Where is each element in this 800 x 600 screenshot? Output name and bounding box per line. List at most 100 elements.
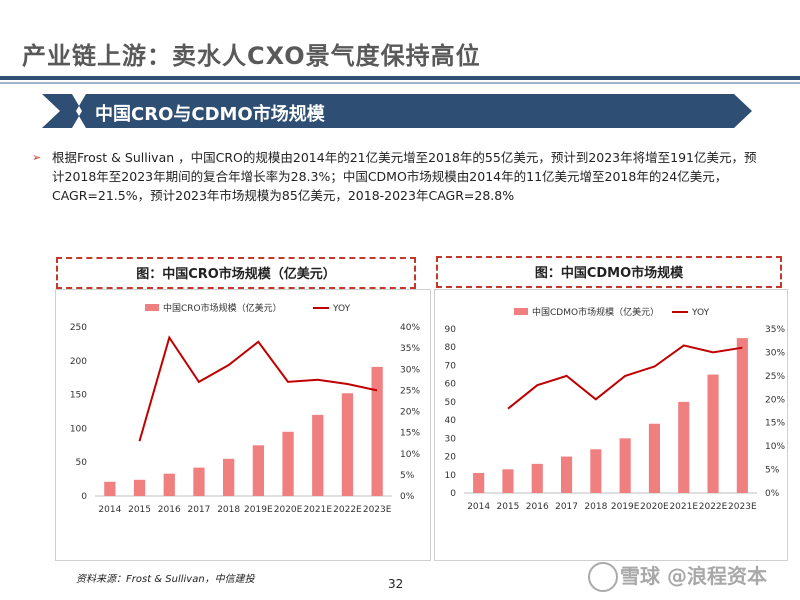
cdmo-legend-bar-swatch — [514, 308, 528, 315]
cro-x-tick-2022E: 2022E — [333, 505, 362, 515]
cdmo-x-tick-2018: 2018 — [584, 502, 607, 512]
cdmo-x-tick-2020E: 2020E — [640, 502, 669, 512]
cdmo-bar-2020E — [648, 423, 661, 493]
cro-x-tick-2020E: 2020E — [274, 505, 303, 515]
cro-legend-line-label: YOY — [332, 304, 351, 314]
cdmo-y-right-tick: 25% — [765, 372, 785, 382]
cdmo-y-right-tick: 0% — [765, 489, 780, 499]
cro-chart-panel — [55, 289, 431, 561]
cdmo-x-tick-2021E: 2021E — [669, 502, 698, 512]
watermark-logo-icon — [588, 562, 618, 592]
cdmo-bar-2018 — [590, 449, 602, 493]
cdmo-chart-title: 图：中国CDMO市场规模 — [534, 266, 684, 281]
cdmo-y-left-tick: 50 — [445, 398, 457, 408]
watermark-text: 雪球 @浪程资本 — [620, 564, 767, 588]
cdmo-y-right-tick: 30% — [765, 348, 785, 358]
cdmo-y-right-tick: 35% — [765, 325, 785, 335]
cdmo-x-tick-2014: 2014 — [467, 502, 490, 512]
cro-y-left-tick: 50 — [76, 458, 88, 468]
cdmo-y-right-tick: 10% — [765, 442, 785, 452]
cro-y-right-tick: 20% — [400, 408, 420, 418]
cdmo-y-left-tick: 60 — [445, 380, 457, 390]
cro-x-tick-2023E: 2023E — [363, 505, 392, 515]
cro-bar-2015 — [133, 479, 146, 496]
cdmo-bar-2022E — [707, 374, 719, 493]
cdmo-x-tick-2023E: 2023E — [728, 502, 757, 512]
cdmo-y-left-tick: 90 — [445, 325, 457, 335]
section-banner-title: 中国CRO与CDMO市场规模 — [95, 104, 325, 125]
cdmo-market-chart: 中国CDMO市场规模（亿美元） YOY 0 10 20 30 40 50 60 70 80 90 0% 5… — [445, 306, 786, 512]
cro-bar-2018 — [223, 458, 235, 496]
cro-caption-box — [56, 257, 416, 289]
cro-y-left-tick: 250 — [70, 323, 87, 333]
cro-bar-2020E — [282, 431, 294, 496]
cro-y-left-tick: 200 — [70, 357, 87, 367]
cdmo-bar-2021E — [678, 401, 690, 493]
cro-bar-2021E — [312, 414, 324, 496]
cdmo-y-left-tick: 80 — [445, 343, 457, 353]
cdmo-x-tick-2016: 2016 — [526, 502, 549, 512]
cdmo-bar-2016 — [531, 463, 543, 493]
cro-bar-2017 — [193, 467, 205, 496]
cro-y-left-tick: 150 — [70, 391, 87, 401]
page-number: 32 — [388, 577, 404, 591]
cdmo-bar-2023E — [736, 338, 748, 493]
cro-x-tick-2021E: 2021E — [303, 505, 332, 515]
cdmo-y-right-tick: 15% — [765, 419, 785, 429]
cdmo-x-tick-2019E: 2019E — [611, 502, 640, 512]
cro-market-chart: 中国CRO市场规模（亿美元） YOY 0 50 100 150 200 250 0% 5% 10% 1… — [70, 302, 421, 515]
cro-y-right-tick: 10% — [400, 450, 420, 460]
cdmo-y-left-tick: 20 — [445, 453, 457, 463]
cdmo-y-right-tick: 20% — [765, 395, 785, 405]
cro-y-right-tick: 5% — [400, 471, 415, 481]
section-banner — [42, 94, 752, 128]
cro-chart-title: 图：中国CRO市场规模（亿美元） — [136, 267, 336, 282]
cro-y-right-tick: 0% — [400, 492, 415, 502]
cro-x-tick-2017: 2017 — [187, 505, 210, 515]
page-title: 产业链上游：卖水人CXO景气度保持高位 — [22, 42, 481, 70]
cro-y-right-tick: 15% — [400, 429, 420, 439]
cro-y-right-tick: 35% — [400, 344, 420, 354]
cdmo-bar-2015 — [502, 469, 514, 493]
cdmo-y-left-tick: 30 — [445, 434, 457, 444]
cdmo-bar-2019E — [619, 438, 631, 493]
cdmo-x-tick-2017: 2017 — [555, 502, 578, 512]
cdmo-y-right-tick: 5% — [765, 466, 780, 476]
header-rule-thin — [0, 82, 800, 84]
bullet-arrow-icon: ➢ — [32, 151, 42, 164]
cdmo-legend-line-label: YOY — [691, 308, 710, 318]
header-rule — [0, 76, 800, 80]
cdmo-yoy-line — [507, 344, 743, 410]
cdmo-bar-2014 — [473, 472, 485, 493]
cdmo-y-left-tick: 0 — [450, 489, 456, 499]
cdmo-legend-bar-label: 中国CDMO市场规模（亿美元） — [532, 306, 659, 318]
cro-legend-bar-swatch — [145, 304, 159, 311]
cro-y-right-tick: 30% — [400, 365, 420, 375]
cdmo-y-left-tick: 40 — [445, 416, 457, 426]
cro-y-left-tick: 0 — [81, 492, 87, 502]
cro-x-tick-2014: 2014 — [98, 505, 121, 515]
source-note: 资料来源：Frost & Sullivan，中信建投 — [76, 574, 255, 585]
cro-x-tick-2015: 2015 — [128, 505, 151, 515]
cro-bar-2014 — [104, 481, 116, 496]
cro-y-right-tick: 40% — [400, 323, 420, 333]
cdmo-y-left-tick: 10 — [445, 471, 457, 481]
cdmo-y-left-tick: 70 — [445, 361, 457, 371]
cdmo-x-tick-2015: 2015 — [496, 502, 519, 512]
cro-bar-2016 — [163, 473, 175, 496]
cro-bar-2023E — [371, 366, 383, 496]
cro-x-tick-2018: 2018 — [217, 505, 240, 515]
cro-bar-2022E — [341, 393, 354, 496]
cdmo-bar-2017 — [560, 456, 573, 493]
cro-yoy-line — [138, 335, 378, 442]
cdmo-x-tick-2022E: 2022E — [699, 502, 728, 512]
cro-x-tick-2016: 2016 — [158, 505, 181, 515]
cro-x-tick-2019E: 2019E — [244, 505, 273, 515]
cro-bar-2019E — [252, 445, 264, 496]
summary-paragraph: 根据Frost & Sullivan ，中国CRO的规模由2014年的21亿美元… — [52, 150, 757, 203]
cdmo-chart-panel — [434, 289, 788, 561]
cdmo-caption-box — [436, 256, 782, 288]
cro-y-right-tick: 25% — [400, 386, 420, 396]
cro-y-left-tick: 100 — [70, 424, 87, 434]
cro-legend-bar-label: 中国CRO市场规模（亿美元） — [163, 302, 282, 314]
